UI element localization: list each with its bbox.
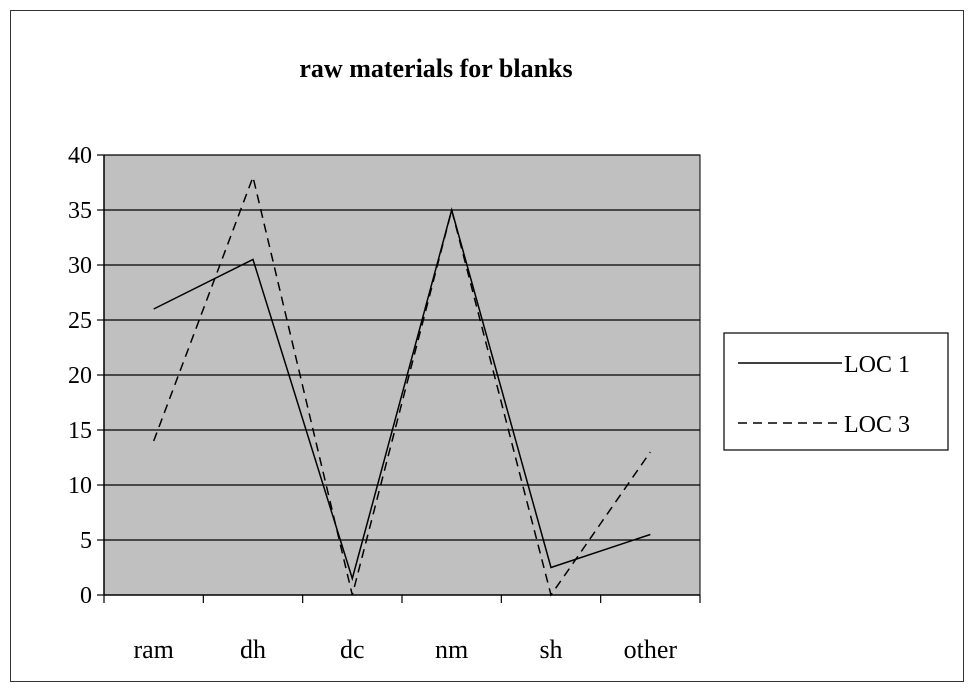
y-axis-ticks: 0 5 10 15 20 25 30 35 40	[68, 143, 104, 609]
y-tick-label: 15	[68, 418, 92, 444]
chart-title: raw materials for blanks	[299, 54, 572, 83]
y-tick-label: 0	[80, 583, 92, 609]
series-line-loc3	[152, 174, 651, 597]
legend-label-loc1: LOC 1	[844, 352, 910, 378]
legend: LOC 1 LOC 3	[723, 332, 949, 451]
y-tick-label: 30	[68, 253, 92, 279]
x-tick-label-ram: ram	[133, 635, 173, 664]
series-line-loc1	[153, 207, 651, 582]
y-tick-label: 35	[68, 198, 92, 224]
legend-box	[723, 332, 949, 451]
y-tick-label: 5	[80, 528, 92, 554]
x-tick-label-dh: dh	[240, 635, 266, 664]
y-tick-label: 25	[68, 308, 92, 334]
y-tick-label: 40	[68, 143, 92, 169]
x-tick-label-other: other	[624, 635, 678, 664]
gridlines	[104, 154, 700, 541]
y-tick-label: 20	[68, 363, 92, 389]
x-axis-ticks: ram dh dc nm sh other	[103, 595, 701, 664]
x-tick-label-dc: dc	[340, 635, 365, 664]
legend-label-loc3: LOC 3	[844, 412, 910, 438]
x-tick-label-nm: nm	[435, 635, 468, 664]
y-tick-label: 10	[68, 473, 92, 499]
x-tick-label-sh: sh	[539, 635, 562, 664]
series-lines	[152, 174, 651, 597]
